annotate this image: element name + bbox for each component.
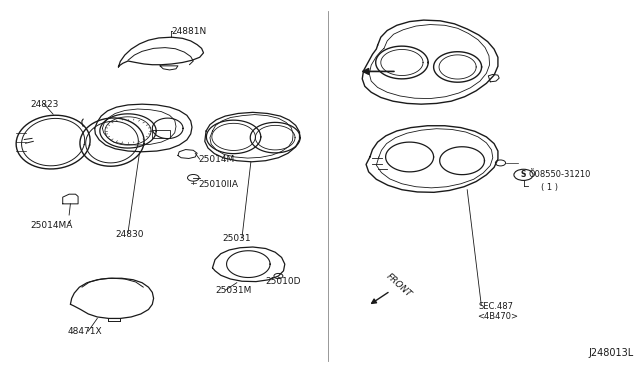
Text: 24823: 24823 — [31, 100, 59, 109]
Text: 25014MA: 25014MA — [31, 221, 73, 230]
Text: 25031: 25031 — [223, 234, 252, 243]
Text: Õ08550-31210: Õ08550-31210 — [529, 170, 591, 179]
Text: 24830: 24830 — [115, 230, 144, 239]
Text: <4B470>: <4B470> — [477, 312, 518, 321]
Text: ( 1 ): ( 1 ) — [541, 183, 558, 192]
Text: FRONT: FRONT — [384, 272, 413, 299]
Text: S: S — [521, 170, 526, 179]
Text: 25010D: 25010D — [266, 278, 301, 286]
Text: 25031M: 25031M — [216, 286, 252, 295]
Text: 24881N: 24881N — [172, 27, 207, 36]
Bar — [152, 130, 170, 138]
Text: SEC.487: SEC.487 — [479, 302, 514, 311]
Text: J248013L: J248013L — [588, 348, 634, 358]
Text: 48471X: 48471X — [67, 327, 102, 336]
Text: 25014M: 25014M — [198, 155, 235, 164]
Text: 25010IIA: 25010IIA — [198, 180, 239, 189]
